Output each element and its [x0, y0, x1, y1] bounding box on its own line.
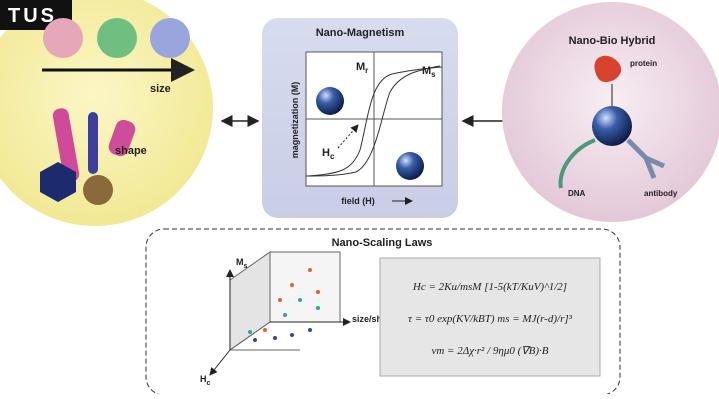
hysteresis-curve: [307, 66, 443, 177]
spin-ball: [592, 106, 632, 146]
header-tag: TUS: [8, 5, 57, 27]
dna-label: DNA: [568, 189, 586, 198]
dna-strand: [558, 138, 596, 189]
spin-ball: [316, 87, 344, 115]
ms-axis-label: Ms: [236, 257, 248, 270]
mr-label: Mr: [356, 61, 368, 75]
scatter-points: [248, 268, 320, 342]
shape-label: shape: [115, 145, 147, 157]
y-axis-label: magnetization (M): [290, 82, 300, 159]
bio-title: Nano-Bio Hybrid: [569, 35, 656, 47]
equation: τ = τ0 exp(KV/kBT) ms = MJ(r-d)/r]³: [408, 313, 573, 325]
hysteresis-curve: [305, 65, 441, 177]
particle: [43, 18, 83, 58]
size-label: size: [150, 83, 171, 95]
x-axis-label: field (H): [341, 196, 375, 206]
hc-pointer: [337, 124, 359, 149]
hc-label: Hc: [322, 147, 335, 161]
particle: [97, 18, 137, 58]
equation: vm = 2Δχ·r² / 9ημ0 (∇B)·B: [431, 345, 548, 357]
protein-shape: [594, 55, 622, 82]
scaling-3d-plot: [209, 251, 351, 376]
particle: [150, 18, 190, 58]
spin-ball: [396, 152, 424, 180]
magnetism-title: Nano-Magnetism: [316, 27, 405, 39]
scaling-title: Nano-Scaling Laws: [332, 237, 433, 249]
size-axis-label: size/shape: [352, 314, 398, 324]
hc-axis-label: Hc: [200, 374, 211, 387]
ms-label: Ms: [422, 65, 436, 79]
equation: Hc = 2Ku/msM [1-5(kT/KuV)^1/2]: [412, 281, 567, 293]
protein-label: protein: [630, 59, 657, 68]
rods: [40, 108, 136, 205]
equation-box: [379, 257, 601, 377]
antibody-label: antibody: [644, 189, 678, 198]
antibody-shape: [626, 138, 666, 179]
